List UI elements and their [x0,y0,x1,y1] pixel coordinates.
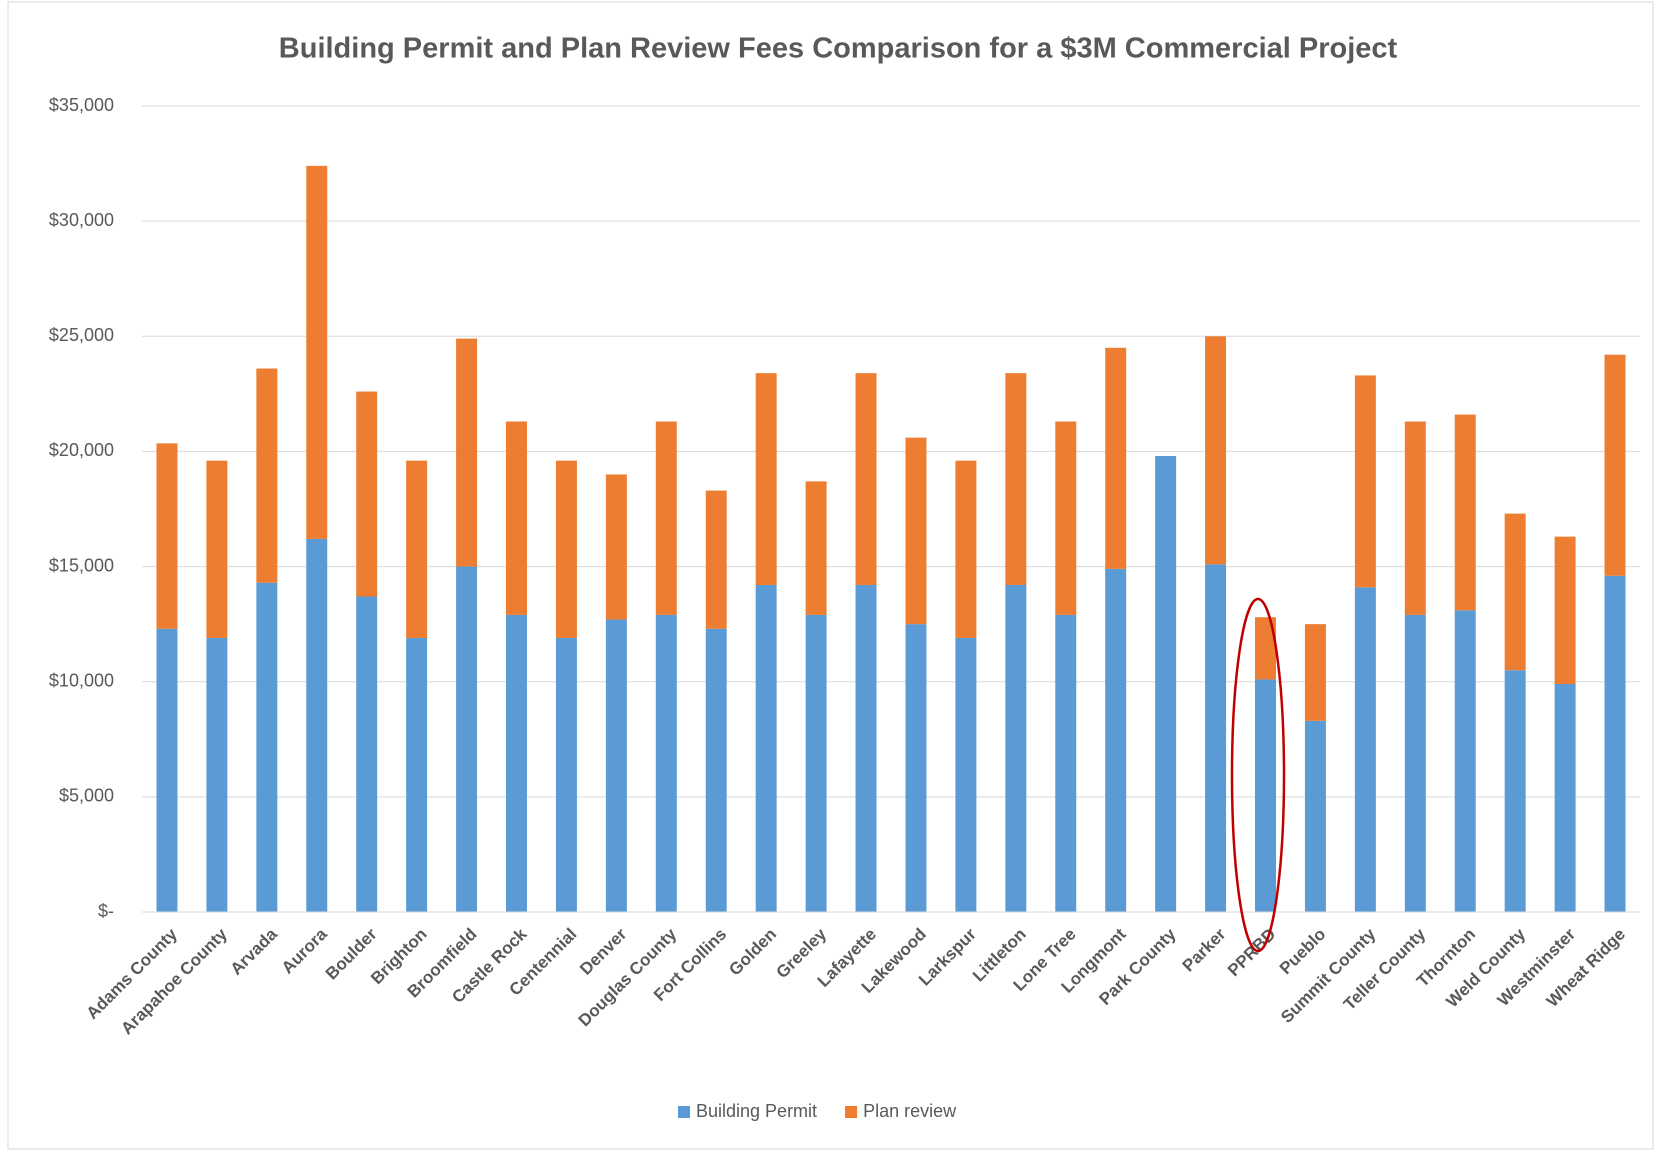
bar-segment [555,637,577,912]
bar-segment [506,614,527,912]
bar-segment [905,624,927,912]
bar-segment [1604,354,1626,576]
bar-segment [156,443,178,629]
bar-segment [1055,421,1077,615]
bar-segment [1604,575,1626,912]
bar-segment [1255,679,1276,912]
legend-label: Plan review [863,1101,957,1121]
bar-segment [506,421,527,615]
bar-segment [1504,670,1526,912]
y-tick-label: $5,000 [59,786,114,806]
bar-segment [755,584,777,912]
bar-segment [406,637,428,912]
bar-segment [1404,614,1426,912]
y-tick-label: $15,000 [49,555,114,575]
y-tick-label: $- [98,901,114,921]
bar-segment [605,474,627,620]
bar-segment [855,584,877,912]
bar-segment [705,490,727,629]
bar-segment [1255,617,1276,680]
bar-segment [1454,610,1476,912]
bar-segment [1554,536,1576,685]
bar-segment [1554,684,1576,912]
bar-segment [855,373,877,585]
bar-segment [1205,564,1227,912]
bar-segment [1404,421,1426,615]
bar-segment [206,637,228,912]
bar-segment [805,481,827,615]
bar-segment [156,628,178,912]
bar-segment [905,437,927,625]
highlight-ellipse [1230,597,1286,953]
bar-segment [256,368,278,583]
bar-segment [306,165,328,539]
bar-segment [1005,584,1027,912]
bar-segment [356,596,378,912]
y-tick-label: $35,000 [49,95,114,115]
bar-segment [605,619,627,912]
bar-segment [1354,375,1376,588]
bar-segment [1304,720,1326,912]
bar-segment [306,538,328,912]
bar-segment [456,566,478,912]
bar-segment [1105,568,1127,912]
y-tick-label: $30,000 [49,210,114,230]
bar-segment [755,373,777,585]
legend-swatch [678,1106,690,1118]
y-tick-label: $10,000 [49,670,114,690]
bar-segment [655,421,677,615]
legend-label: Building Permit [696,1101,817,1121]
bar-segment [256,582,278,912]
bar-segment [1454,414,1476,611]
bar-segment [1304,624,1326,721]
legend-swatch [845,1106,858,1118]
chart-border [7,1,1654,1150]
bar-segment [805,614,827,912]
y-tick-label: $20,000 [49,440,114,460]
bar-segment [955,637,977,912]
bar-segment [1354,587,1376,912]
bar-segment [1155,456,1177,912]
bar-segment [1005,373,1027,585]
bar-segment [206,460,228,638]
bar-segment [1504,513,1526,671]
bar-segment [655,614,677,912]
bar-segment [406,460,428,638]
bar-segment [356,391,378,597]
bar-segment [555,460,577,638]
bar-segment [1205,336,1227,565]
bar-segment [955,460,977,638]
chart-title: Building Permit and Plan Review Fees Com… [279,33,1398,65]
bar-segment [705,628,727,912]
bar-segment [456,338,478,567]
bar-segment [1105,347,1127,569]
bar-segment [1055,614,1077,912]
y-tick-label: $25,000 [49,325,114,345]
